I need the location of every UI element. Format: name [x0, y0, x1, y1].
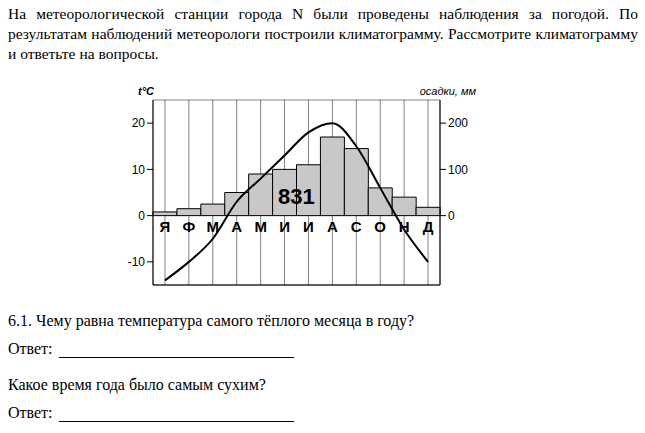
svg-text:А: А — [327, 218, 338, 235]
svg-text:М: М — [254, 218, 267, 235]
html-text:На метеорологической станции г: На метеорологической станции города N бы… — [8, 5, 638, 62]
svg-text:А: А — [231, 218, 242, 235]
html-text:Ответ:: Ответ: — [8, 340, 53, 357]
html-text:Какое время года было самым су: Какое время года было самым сухим? — [8, 376, 266, 393]
svg-text:0: 0 — [138, 209, 145, 223]
html-text:6.1. Чему равна температура са: 6.1. Чему равна температура самого тёпло… — [8, 312, 415, 329]
html-text:Ответ:: Ответ: — [8, 404, 53, 421]
html-text:осадки, мм: осадки, мм — [419, 85, 476, 97]
svg-text:И: И — [279, 218, 290, 235]
svg-text:Д: Д — [423, 218, 434, 235]
svg-text:Н: Н — [399, 218, 410, 235]
svg-text:0: 0 — [448, 209, 455, 223]
svg-text:М: М — [207, 218, 220, 235]
html-text:831: 831 — [278, 183, 315, 209]
svg-text:10: 10 — [132, 163, 146, 177]
svg-text:Я: Я — [160, 218, 171, 235]
svg-text:И: И — [303, 218, 314, 235]
svg-text:С: С — [351, 218, 362, 235]
html-text:t°C: t°C — [138, 85, 154, 97]
svg-text:-10: -10 — [128, 255, 146, 269]
svg-text:200: 200 — [448, 116, 468, 130]
svg-text:О: О — [374, 218, 386, 235]
svg-text:100: 100 — [448, 163, 468, 177]
svg-text:20: 20 — [132, 116, 146, 130]
svg-text:Ф: Ф — [182, 218, 195, 235]
